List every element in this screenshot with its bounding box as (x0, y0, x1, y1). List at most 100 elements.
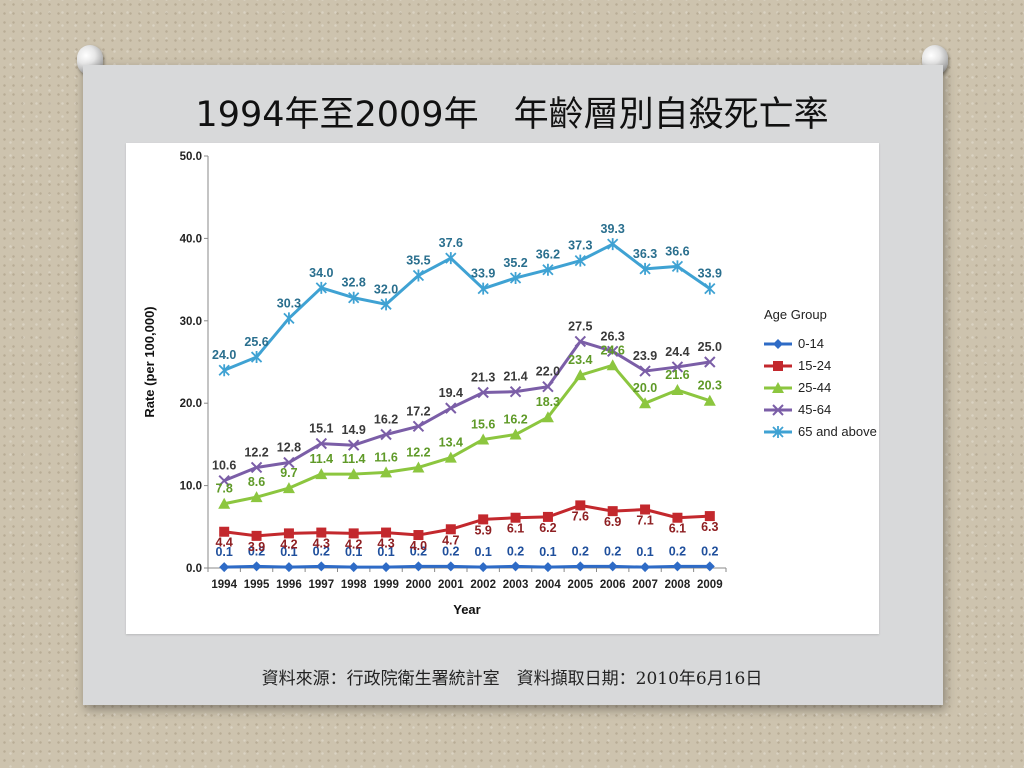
data-label: 33.9 (471, 267, 495, 281)
source-note: 資料來源：行政院衛生署統計室 資料擷取日期：2010年6月16日 (261, 669, 763, 689)
legend-entry: 15-24 (798, 358, 831, 373)
data-label: 0.2 (248, 544, 265, 558)
data-label: 0.2 (669, 544, 686, 558)
data-label: 0.2 (410, 544, 427, 558)
data-point (541, 411, 554, 423)
chart-panel: 0.0 10.0 20.0 30.0 40.0 50.0 1994 1995 1996 1997 1… (126, 143, 879, 634)
data-label: 23.4 (568, 353, 592, 367)
data-label: 10.6 (212, 459, 236, 473)
legend-entry: 45-64 (798, 402, 831, 417)
y-tick-label: 40.0 (180, 233, 202, 245)
x-tick-label: 2004 (535, 579, 561, 591)
data-point (445, 252, 457, 265)
data-label: 21.6 (665, 368, 689, 382)
data-label: 33.9 (698, 267, 722, 281)
data-point (348, 562, 359, 573)
data-label: 0.2 (313, 544, 330, 558)
data-label: 4.3 (313, 537, 330, 551)
data-point (380, 298, 392, 311)
data-label: 37.3 (568, 239, 592, 253)
data-point (316, 561, 327, 572)
data-point (413, 530, 424, 541)
legend-entry: 25-44 (798, 380, 831, 395)
data-point (509, 428, 522, 440)
data-label: 30.3 (277, 296, 301, 310)
data-point (477, 433, 490, 445)
data-point (542, 263, 554, 276)
series-line-4 (223, 242, 711, 372)
data-label: 25.0 (698, 340, 722, 354)
data-label: 19.4 (439, 386, 463, 400)
data-point (671, 260, 684, 273)
legend-title: Age Group (764, 307, 827, 322)
data-point (639, 365, 651, 377)
data-label: 5.9 (474, 523, 491, 537)
legend-marker (773, 339, 783, 349)
data-label: 37.6 (439, 236, 463, 250)
data-label: 4.4 (215, 536, 232, 550)
data-point (607, 506, 618, 517)
data-label: 4.2 (345, 537, 362, 551)
data-point (542, 511, 553, 522)
data-point (477, 386, 489, 399)
data-label: 6.2 (539, 521, 556, 535)
data-label: 6.3 (701, 520, 718, 534)
data-point (510, 512, 521, 523)
x-tick-label: 1994 (211, 579, 237, 591)
data-point (315, 281, 327, 294)
data-label: 17.2 (406, 404, 430, 418)
data-point (251, 530, 262, 541)
data-point (606, 359, 619, 371)
data-label: 4.3 (377, 537, 394, 551)
data-point (282, 482, 295, 494)
data-point (347, 439, 360, 451)
data-point (218, 474, 230, 487)
data-label: 6.1 (669, 522, 686, 536)
data-label: 32.0 (374, 282, 398, 296)
data-point (348, 528, 359, 539)
data-label: 0.1 (377, 545, 394, 559)
data-label: 8.6 (248, 475, 265, 489)
data-label: 16.2 (374, 413, 398, 427)
data-point (283, 528, 294, 539)
data-label: 12.2 (244, 445, 268, 459)
data-point (542, 381, 554, 393)
data-label: 21.3 (471, 370, 495, 384)
data-point (639, 262, 651, 275)
data-label: 0.2 (701, 544, 718, 558)
data-point (671, 361, 684, 373)
data-point (348, 291, 360, 304)
data-point (381, 562, 392, 573)
data-label: 22.0 (536, 365, 560, 379)
data-label: 14.9 (342, 423, 366, 437)
data-point (640, 562, 651, 573)
data-point (218, 497, 231, 509)
data-point (283, 312, 295, 325)
data-point (219, 526, 230, 537)
data-label: 4.2 (280, 537, 297, 551)
data-point (671, 384, 684, 396)
data-label: 0.1 (280, 545, 297, 559)
x-tick-label: 2003 (503, 579, 529, 591)
data-label: 23.9 (633, 349, 657, 363)
data-point (478, 562, 489, 573)
data-label: 21.4 (503, 370, 527, 384)
data-point (250, 491, 263, 503)
data-point (219, 562, 230, 573)
series-line-2 (223, 363, 711, 506)
data-point (478, 514, 489, 525)
data-point (704, 282, 716, 295)
data-label: 0.1 (636, 545, 653, 559)
data-point (250, 461, 263, 474)
data-point (607, 561, 618, 572)
x-tick-label: 2006 (600, 579, 626, 591)
data-label: 15.1 (309, 422, 333, 436)
data-point (575, 500, 586, 511)
x-axis-title: Year (453, 602, 480, 617)
x-tick-label: 2005 (568, 579, 594, 591)
data-label: 12.2 (406, 445, 430, 459)
data-point (510, 561, 521, 572)
data-label: 24.6 (601, 343, 625, 357)
data-point (509, 385, 522, 398)
data-point (542, 562, 553, 573)
